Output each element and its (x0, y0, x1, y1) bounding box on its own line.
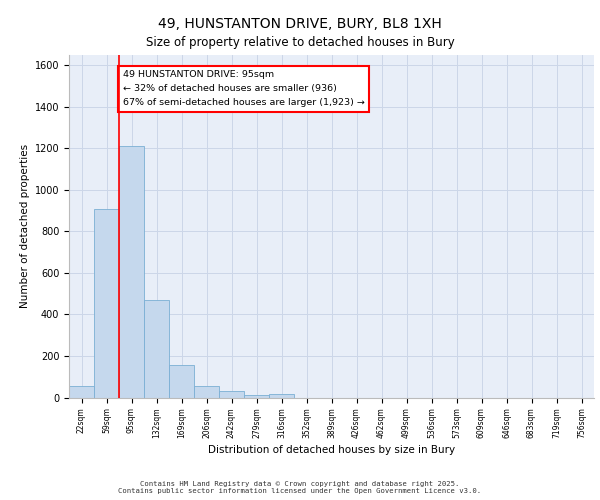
Bar (219, 392, 244, 398)
Bar (269, 394, 294, 398)
Text: Contains HM Land Registry data © Crown copyright and database right 2025.
Contai: Contains HM Land Registry data © Crown c… (118, 481, 482, 494)
Bar (144, 300, 169, 398)
Bar (169, 366, 194, 398)
Bar (69, 386, 94, 398)
Text: 49, HUNSTANTON DRIVE, BURY, BL8 1XH: 49, HUNSTANTON DRIVE, BURY, BL8 1XH (158, 18, 442, 32)
X-axis label: Distribution of detached houses by size in Bury: Distribution of detached houses by size … (208, 445, 455, 455)
Text: 49 HUNSTANTON DRIVE: 95sqm
← 32% of detached houses are smaller (936)
67% of sem: 49 HUNSTANTON DRIVE: 95sqm ← 32% of deta… (123, 70, 365, 107)
Bar (94, 208, 119, 398)
Bar (194, 386, 219, 398)
Y-axis label: Number of detached properties: Number of detached properties (20, 144, 31, 308)
Bar (119, 146, 144, 398)
Text: Size of property relative to detached houses in Bury: Size of property relative to detached ho… (146, 36, 454, 49)
Bar (244, 395, 269, 398)
